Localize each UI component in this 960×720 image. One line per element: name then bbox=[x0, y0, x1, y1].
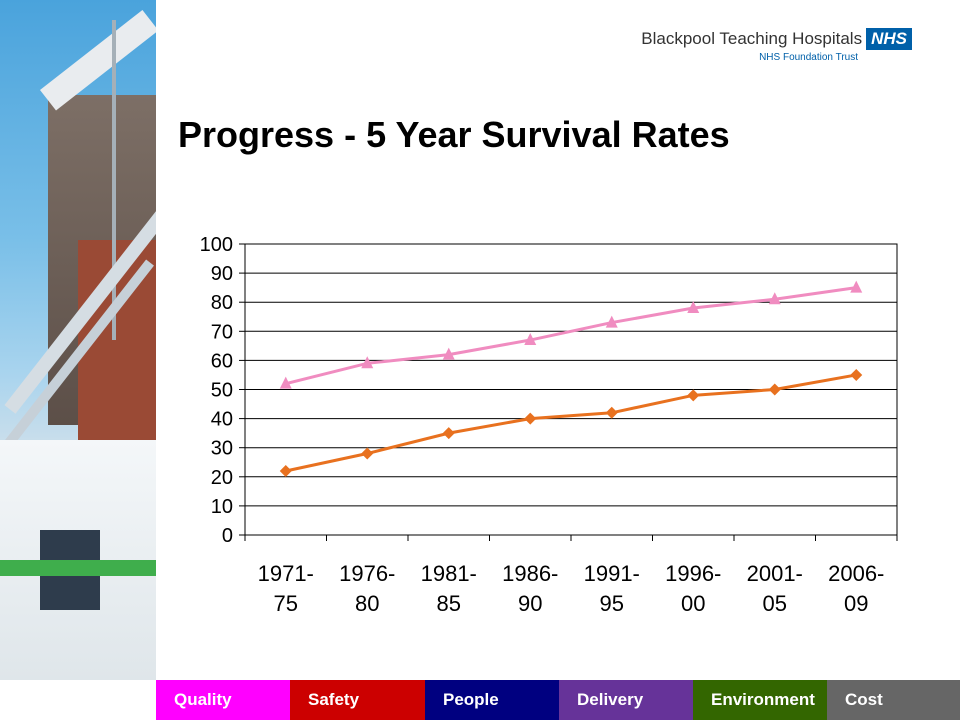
data-point-diamond bbox=[768, 383, 781, 396]
data-point-diamond bbox=[605, 406, 618, 419]
trust-logo: Blackpool Teaching Hospitals NHS NHS Foun… bbox=[641, 28, 912, 63]
data-point-diamond bbox=[524, 412, 537, 425]
y-tick-label: 70 bbox=[211, 321, 233, 343]
survival-chart: 0 10 20 30 40 50 60 70 80 90 100 1971-75 1976-80 1981… bbox=[200, 234, 898, 616]
data-point-diamond bbox=[687, 389, 700, 402]
y-tick-label: 100 bbox=[200, 234, 233, 256]
y-tick-label: 30 bbox=[211, 438, 233, 460]
y-tick-label: 90 bbox=[211, 263, 233, 285]
x-tick-label: 2001-05 bbox=[747, 561, 803, 616]
y-tick-label: 40 bbox=[211, 409, 233, 431]
data-point-diamond bbox=[442, 427, 455, 440]
footer-item-delivery: Delivery bbox=[559, 680, 693, 720]
footer-item-cost: Cost bbox=[827, 680, 960, 720]
data-point-triangle bbox=[850, 280, 863, 293]
footer-item-environment: Environment bbox=[693, 680, 827, 720]
y-tick-label: 60 bbox=[211, 350, 233, 372]
data-point-diamond bbox=[361, 447, 374, 460]
data-point-diamond bbox=[850, 368, 863, 381]
footer-item-safety: Safety bbox=[290, 680, 425, 720]
data-point-diamond bbox=[279, 464, 292, 477]
y-tick-label: 80 bbox=[211, 292, 233, 314]
label-layer: 0 10 20 30 40 50 60 70 80 90 100 1971-75 1976-80 1981… bbox=[200, 234, 885, 616]
footer-item-people: People bbox=[425, 680, 559, 720]
org-name: Blackpool Teaching Hospitals bbox=[641, 29, 863, 48]
hospital-photo bbox=[0, 0, 156, 680]
series-line bbox=[285, 286, 857, 386]
nhs-badge: NHS bbox=[866, 28, 912, 50]
pole-shape bbox=[112, 20, 116, 340]
x-tick-label: 1981-85 bbox=[421, 561, 477, 616]
data-point-triangle bbox=[361, 356, 374, 369]
x-tick-label: 2006-09 bbox=[828, 561, 884, 616]
series-layer bbox=[279, 280, 863, 477]
data-point-triangle bbox=[524, 333, 537, 346]
x-tick-label: 1971-75 bbox=[258, 561, 314, 616]
org-subtitle: NHS Foundation Trust bbox=[759, 52, 858, 63]
y-tick-label: 20 bbox=[211, 467, 233, 489]
grid-layer bbox=[245, 243, 897, 536]
data-point-triangle bbox=[687, 301, 700, 314]
x-tick-label: 1991-95 bbox=[584, 561, 640, 616]
y-tick-label: 50 bbox=[211, 380, 233, 402]
slide-title: Progress - 5 Year Survival Rates bbox=[178, 114, 730, 155]
series-line bbox=[285, 373, 857, 473]
footer-bar: Quality Safety People Delivery Environment Co… bbox=[156, 680, 960, 720]
axis-layer bbox=[239, 243, 898, 541]
x-tick-label: 1996-00 bbox=[665, 561, 721, 616]
x-tick-label: 1986-90 bbox=[502, 561, 558, 616]
data-point-triangle bbox=[442, 347, 455, 360]
data-point-triangle bbox=[768, 292, 781, 305]
y-tick-label: 10 bbox=[211, 496, 233, 518]
footer-item-quality: Quality bbox=[156, 680, 290, 720]
data-point-triangle bbox=[279, 376, 292, 389]
y-tick-label: 0 bbox=[222, 525, 233, 547]
data-point-triangle bbox=[605, 315, 618, 328]
ambulance-stripe-shape bbox=[0, 560, 156, 576]
x-tick-label: 1976-80 bbox=[339, 561, 395, 616]
